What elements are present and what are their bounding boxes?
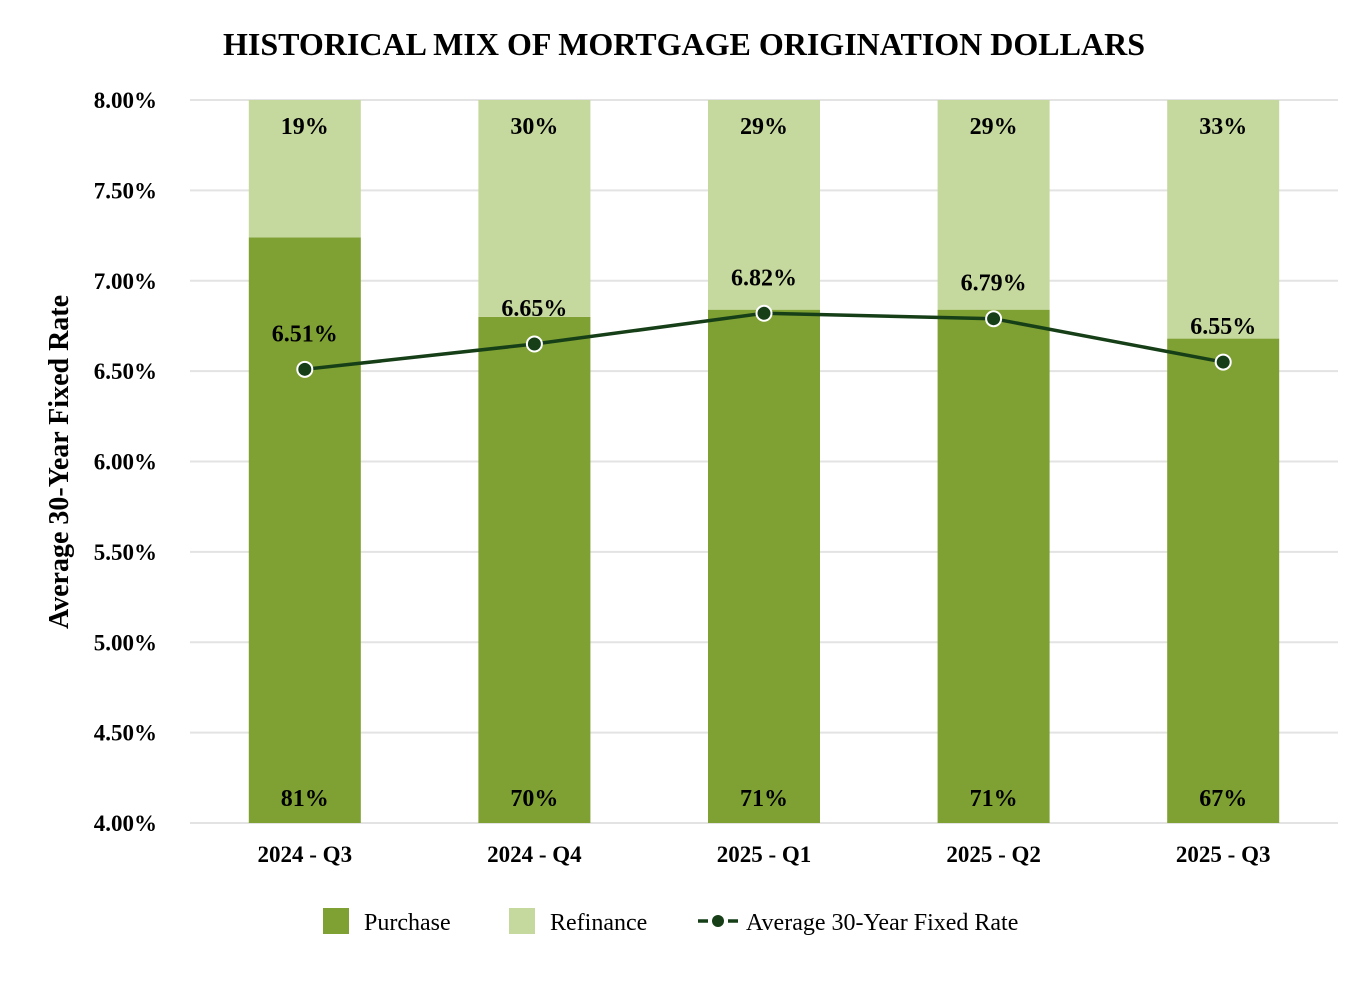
bar-purchase	[478, 316, 591, 823]
rate-point	[985, 310, 1003, 328]
bar-purchase	[1167, 338, 1280, 823]
legend-swatch-purchase	[323, 908, 349, 934]
data-label-refinance: 29%	[740, 114, 788, 140]
x-tick-label: 2024 - Q4	[487, 842, 582, 867]
data-label-rate: 6.55%	[1190, 314, 1256, 340]
rate-point	[1214, 353, 1232, 371]
data-label-rate: 6.51%	[272, 321, 338, 347]
data-label-rate: 6.82%	[731, 265, 797, 291]
legend-label-rate: Average 30-Year Fixed Rate	[746, 910, 1018, 936]
bar-refinance	[937, 100, 1050, 310]
legend-swatch-refinance	[509, 908, 535, 934]
data-label-purchase: 81%	[281, 786, 329, 812]
y-tick-label: 6.00%	[94, 450, 157, 475]
y-tick-label: 5.00%	[94, 630, 157, 655]
rate-point	[296, 360, 314, 378]
data-label-purchase: 71%	[970, 786, 1018, 812]
y-axis-label: Average 30-Year Fixed Rate	[44, 295, 75, 629]
bar-purchase	[937, 309, 1050, 823]
y-tick-label: 4.50%	[94, 721, 157, 746]
bar-purchase	[708, 309, 820, 823]
legend-label-refinance: Refinance	[550, 910, 647, 936]
bar-refinance	[248, 100, 361, 238]
data-label-refinance: 29%	[970, 114, 1018, 140]
y-tick-label: 7.50%	[94, 178, 157, 203]
x-tick-label: 2025 - Q1	[717, 842, 812, 867]
x-tick-label: 2024 - Q3	[258, 842, 353, 867]
legend-marker-rate	[712, 915, 724, 927]
data-label-rate: 6.65%	[501, 296, 567, 322]
data-label-rate: 6.79%	[961, 271, 1027, 297]
data-label-purchase: 70%	[510, 786, 558, 812]
bar-refinance	[1167, 100, 1280, 339]
y-tick-label: 5.50%	[94, 540, 157, 565]
x-tick-label: 2025 - Q2	[946, 842, 1041, 867]
rate-point	[755, 304, 773, 322]
data-label-purchase: 71%	[740, 786, 788, 812]
y-tick-label: 4.00%	[94, 811, 157, 836]
y-tick-label: 6.50%	[94, 359, 157, 384]
y-tick-label: 7.00%	[94, 269, 157, 294]
chart-title: HISTORICAL MIX OF MORTGAGE ORIGINATION D…	[223, 26, 1145, 62]
data-label-purchase: 67%	[1199, 786, 1247, 812]
bar-purchase	[248, 237, 361, 823]
y-tick-label: 8.00%	[94, 88, 157, 113]
x-tick-label: 2025 - Q3	[1176, 842, 1271, 867]
bar-refinance	[478, 100, 591, 317]
data-label-refinance: 33%	[1199, 114, 1247, 140]
data-label-refinance: 19%	[281, 114, 329, 140]
bar-refinance	[708, 100, 820, 310]
rate-point	[525, 335, 543, 353]
data-label-refinance: 30%	[510, 114, 558, 140]
legend-label-purchase: Purchase	[364, 910, 451, 936]
